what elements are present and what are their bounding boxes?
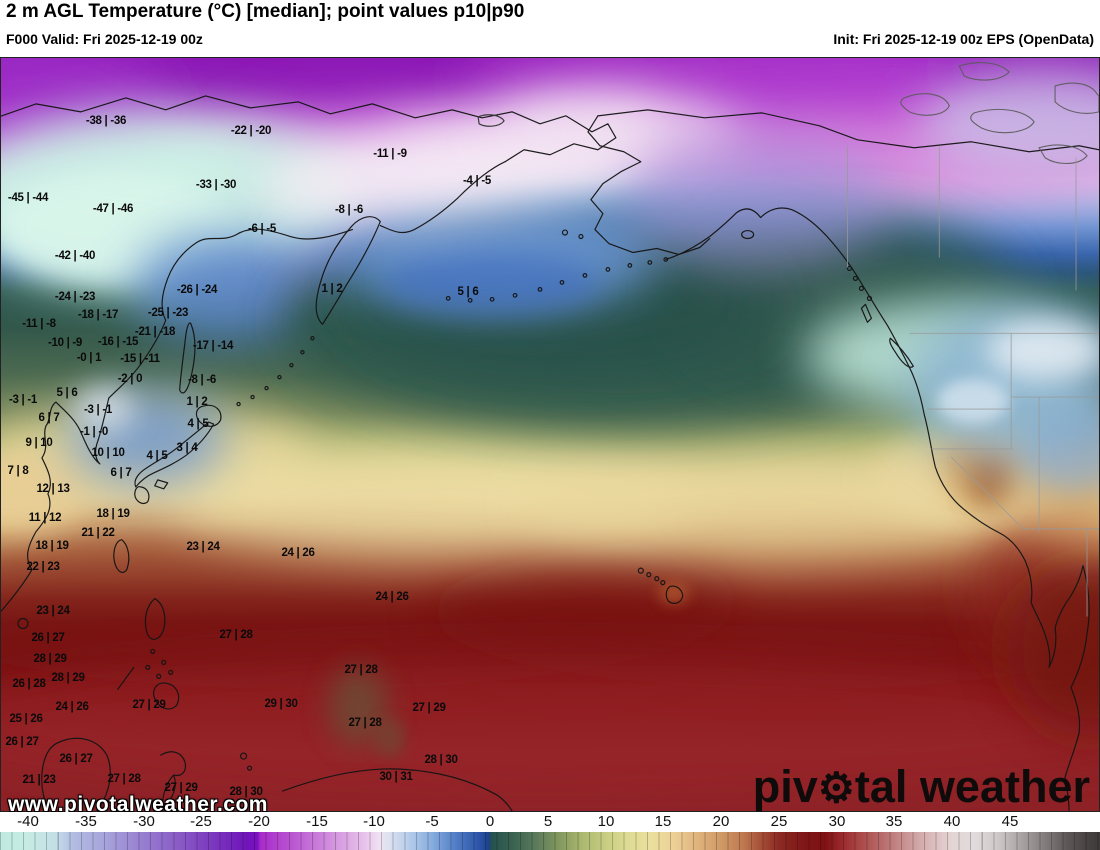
model-init-info: Init: Fri 2025-12-19 00z EPS (OpenData) xyxy=(833,31,1094,47)
colorbar-tick: -35 xyxy=(75,813,97,830)
weather-map xyxy=(0,57,1100,812)
colorbar-tick: 35 xyxy=(885,813,903,830)
colorbar-tick: 45 xyxy=(1001,813,1019,830)
colorbar-tick: -25 xyxy=(190,813,212,830)
colorbar-tick: -5 xyxy=(425,813,439,830)
colorbar-separators xyxy=(0,832,1100,850)
colorbar-tick-labels: -40 -35 -30 -25 -20 -15 -10 -5 0 5 10 15 20 25 30 35 40 4… xyxy=(0,812,1100,832)
colorbar-tick: 10 xyxy=(597,813,615,830)
forecast-valid-time: F000 Valid: Fri 2025-12-19 00z xyxy=(6,31,203,47)
temperature-field xyxy=(1,58,1099,811)
colorbar-tick: -15 xyxy=(306,813,328,830)
pivotal-weather-logo: piv⚙tal weather xyxy=(753,764,1090,809)
colorbar-tick: 15 xyxy=(654,813,672,830)
colorbar-tick: -40 xyxy=(17,813,39,830)
title-bar: 2 m AGL Temperature (°C) [median]; point… xyxy=(0,0,1100,57)
colorbar-tick: -30 xyxy=(133,813,155,830)
map-title: 2 m AGL Temperature (°C) [median]; point… xyxy=(6,1,525,22)
state-borders xyxy=(847,145,1099,617)
logo-text-left: piv xyxy=(752,761,818,812)
watermark-url: www.pivotalweather.com xyxy=(8,793,268,816)
arctic-islands xyxy=(900,62,1099,165)
coastlines xyxy=(1,95,1099,811)
colorbar-tick: 20 xyxy=(712,813,730,830)
colorbar xyxy=(0,832,1100,850)
colorbar-tick: 25 xyxy=(770,813,788,830)
colorbar-tick: -20 xyxy=(248,813,270,830)
colorbar-tick: -10 xyxy=(363,813,385,830)
temperature-field-blobs xyxy=(1,58,1099,797)
colorbar-tick: 40 xyxy=(943,813,961,830)
colorbar-tick: 0 xyxy=(485,813,495,830)
gear-icon: ⚙ xyxy=(817,765,855,811)
colorbar-gradient xyxy=(0,832,1100,850)
colorbar-tick: 5 xyxy=(543,813,553,830)
logo-text-right: tal weather xyxy=(854,761,1090,812)
colorbar-tick: 30 xyxy=(828,813,846,830)
